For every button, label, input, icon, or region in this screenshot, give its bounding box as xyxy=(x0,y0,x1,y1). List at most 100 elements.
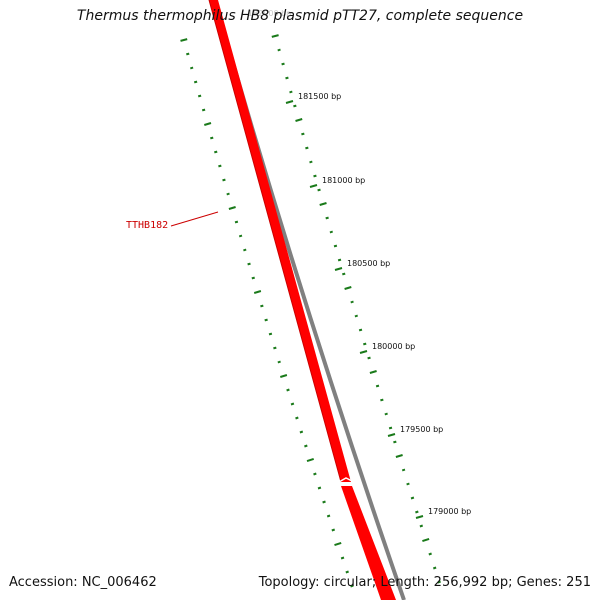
inner-ring-minor-tick xyxy=(247,262,251,266)
outer-ring-minor-tick xyxy=(375,384,380,388)
inner-ring-major-tick xyxy=(280,374,288,378)
inner-ring-minor-tick xyxy=(186,52,190,56)
inner-ring-minor-tick xyxy=(264,318,268,322)
scale-major-tick xyxy=(387,433,396,437)
inner-ring-major-tick xyxy=(204,122,212,126)
outer-ring-minor-tick xyxy=(432,566,437,570)
outer-ring-minor-tick xyxy=(333,244,338,248)
outer-ring-minor-tick xyxy=(363,342,367,346)
outer-ring-minor-tick xyxy=(313,174,317,178)
outer-ring-major-tick xyxy=(344,286,352,290)
accession-text: Accession: NC_006462 xyxy=(9,575,157,590)
outer-ring-minor-tick xyxy=(309,160,313,164)
inner-ring-minor-tick xyxy=(201,108,206,112)
inner-ring-minor-tick xyxy=(238,234,243,238)
outer-ring-minor-tick xyxy=(305,146,309,150)
inner-ring-minor-tick xyxy=(222,178,226,182)
inner-ring-minor-tick xyxy=(286,388,290,392)
outer-ring-minor-tick xyxy=(380,398,384,402)
scale-major-tick xyxy=(285,100,294,104)
inner-ring-minor-tick xyxy=(304,444,308,448)
gene-arc-upper xyxy=(209,0,351,482)
outer-ring-minor-tick xyxy=(384,412,388,416)
outer-ring-minor-tick xyxy=(419,524,424,528)
outer-ring-minor-tick xyxy=(393,440,397,444)
outer-ring-minor-tick xyxy=(325,216,329,220)
inner-ring-minor-tick xyxy=(234,220,239,224)
scale-tick-label: 181000 bp xyxy=(322,176,365,185)
inner-ring-minor-tick xyxy=(193,80,198,84)
inner-ring-minor-tick xyxy=(273,346,277,350)
inner-ring-minor-tick xyxy=(226,192,230,196)
inner-ring-minor-tick xyxy=(322,500,326,504)
outer-ring-minor-tick xyxy=(428,552,432,556)
outer-ring-major-tick xyxy=(422,537,430,543)
outer-ring-major-tick xyxy=(369,370,377,374)
scale-major-tick xyxy=(359,350,368,354)
scale-major-tick xyxy=(309,184,318,188)
inner-ring-minor-tick xyxy=(295,416,299,420)
outer-ring-minor-tick xyxy=(350,300,354,304)
outer-ring-major-tick xyxy=(395,454,403,458)
inner-ring-minor-tick xyxy=(210,136,214,140)
outer-ring-minor-tick xyxy=(281,62,285,66)
outer-ring-minor-tick xyxy=(388,426,393,430)
inner-ring-minor-tick xyxy=(331,528,336,532)
outer-ring-major-tick xyxy=(271,34,279,38)
outer-ring-minor-tick xyxy=(358,328,363,332)
gene-arc-lower[interactable] xyxy=(341,486,396,600)
outer-ring-minor-tick xyxy=(337,258,342,262)
inner-ring-major-tick xyxy=(306,457,315,463)
inner-ring-minor-tick xyxy=(317,486,322,490)
outer-ring-minor-tick xyxy=(406,482,410,486)
outer-ring-minor-tick xyxy=(317,188,321,192)
outer-ring-minor-tick xyxy=(289,90,293,94)
inner-ring-minor-tick xyxy=(243,248,247,252)
scale-tick-label: 179500 bp xyxy=(400,425,443,434)
scale-major-tick xyxy=(334,267,343,271)
outer-ring-minor-tick xyxy=(401,468,406,472)
inner-ring-minor-tick xyxy=(251,276,255,280)
inner-ring-minor-tick xyxy=(268,332,273,336)
gene-arrow-notch xyxy=(338,477,355,483)
map-title: Thermus thermophilus HB8 plasmid pTT27, … xyxy=(76,8,524,24)
inner-ring-minor-tick xyxy=(190,66,194,70)
inner-ring-minor-tick xyxy=(214,150,218,154)
outer-ring-minor-tick xyxy=(410,496,415,500)
scale-tick-label: 180500 bp xyxy=(347,259,390,268)
inner-ring-major-tick xyxy=(253,290,262,294)
inner-ring-minor-tick xyxy=(290,402,295,406)
outer-ring-minor-tick xyxy=(354,314,358,318)
scale-tick-label: 179000 bp xyxy=(428,507,471,516)
scale-major-tick xyxy=(415,515,424,519)
inner-ring-minor-tick xyxy=(326,514,331,518)
inner-ring-minor-tick xyxy=(197,94,202,98)
topology-summary: Topology: circular; Length: 256,992 bp; … xyxy=(258,575,591,590)
outer-ring-minor-tick xyxy=(293,104,297,108)
inner-ring-major-tick xyxy=(180,38,188,42)
scale-tick-labels: 182000 bp 181500 bp 181000 bp 180500 bp 1800… xyxy=(248,9,471,519)
outer-ring-minor-tick xyxy=(285,76,289,80)
inner-dotted-ring xyxy=(180,38,354,588)
gene-label-tthb182[interactable]: TTHB182 xyxy=(126,220,168,231)
scale-tick-label: 180000 bp xyxy=(372,342,415,351)
outer-ring-major-tick xyxy=(319,202,327,206)
inner-ring-minor-tick xyxy=(218,164,222,168)
outer-ring-major-tick xyxy=(295,118,303,122)
inner-ring-minor-tick xyxy=(345,570,349,574)
sequence-backbone xyxy=(213,0,406,600)
outer-dotted-ring xyxy=(271,34,441,584)
outer-ring-minor-tick xyxy=(437,580,441,584)
inner-ring-minor-tick xyxy=(260,304,264,308)
inner-ring-minor-tick xyxy=(350,584,354,588)
inner-ring-minor-tick xyxy=(277,360,281,364)
inner-ring-minor-tick xyxy=(313,472,317,476)
outer-ring-minor-tick xyxy=(415,510,419,514)
outer-ring-minor-tick xyxy=(277,48,281,52)
inner-ring-minor-tick xyxy=(299,430,304,434)
scale-tick-label: 182000 bp xyxy=(248,9,291,18)
outer-ring-minor-tick xyxy=(367,356,371,360)
outer-ring-minor-tick xyxy=(329,230,333,234)
